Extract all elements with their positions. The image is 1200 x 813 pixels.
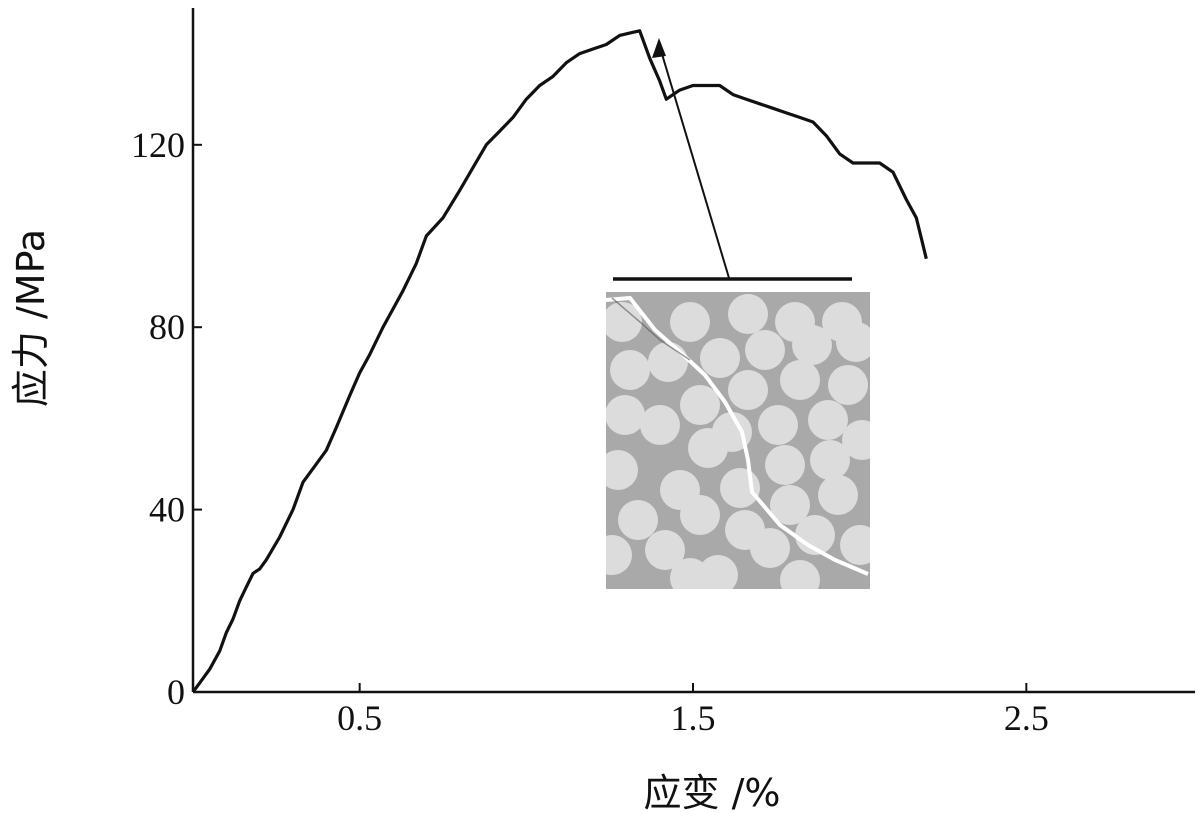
inset-fiber [670, 302, 710, 342]
inset-fiber [836, 322, 870, 362]
inset-fiber [780, 360, 820, 400]
inset-fiber [645, 530, 685, 570]
x-tick-label: 0.5 [337, 698, 382, 738]
stress-strain-curve [191, 29, 928, 693]
inset-crack [605, 295, 869, 576]
inset-fiber [840, 525, 870, 565]
x-tick-label: 1.5 [671, 698, 716, 738]
inset-crack-shadow [611, 297, 691, 361]
inset-fiber [606, 395, 645, 435]
inset-fiber [808, 400, 848, 440]
inset-fiber [818, 475, 858, 515]
inset-fiber [712, 412, 752, 452]
inset-fiber [770, 485, 810, 525]
inset-fiber [728, 294, 768, 334]
inset-fiber [610, 350, 650, 390]
y-tick-label: 80 [149, 307, 185, 347]
inset-fiber [680, 385, 720, 425]
inset-fiber [842, 420, 870, 460]
inset-micrograph [605, 38, 870, 589]
inset-fiber [606, 302, 642, 342]
y-tick-label: 120 [131, 125, 185, 165]
y-ticks: 0 40 80 120 [131, 125, 202, 712]
inset-fiber [810, 440, 850, 480]
series-layer [191, 29, 928, 693]
inset-fiber [618, 500, 658, 540]
inset-fiber [680, 495, 720, 535]
y-tick-label: 0 [167, 672, 185, 712]
inset-fiber [828, 365, 868, 405]
inset-fiber [720, 468, 760, 508]
inset-fiber [648, 342, 688, 382]
inset-fiber [792, 325, 832, 365]
x-tick-label: 2.5 [1004, 698, 1049, 738]
inset-pointer-arrowhead [652, 38, 666, 58]
x-ticks: 0.5 1.5 2.5 [337, 683, 1049, 738]
inset-fiber [780, 560, 820, 589]
inset-fiber [758, 405, 798, 445]
inset-fiber [606, 535, 632, 575]
inset-fiber [606, 450, 638, 490]
inset-fiber [750, 528, 790, 568]
x-axis-title: 应变 /% [644, 771, 781, 813]
inset-fiber [700, 338, 740, 378]
inset-fiber [640, 405, 680, 445]
inset-fibers [606, 294, 870, 589]
y-axis-title: 应力 /MPa [9, 229, 53, 407]
y-tick-label: 40 [149, 490, 185, 530]
inset-pointer-arrow-line [658, 43, 730, 279]
inset-fiber [728, 370, 768, 410]
inset-fiber [765, 445, 805, 485]
inset-fiber [745, 330, 785, 370]
inset-fiber [670, 558, 710, 589]
